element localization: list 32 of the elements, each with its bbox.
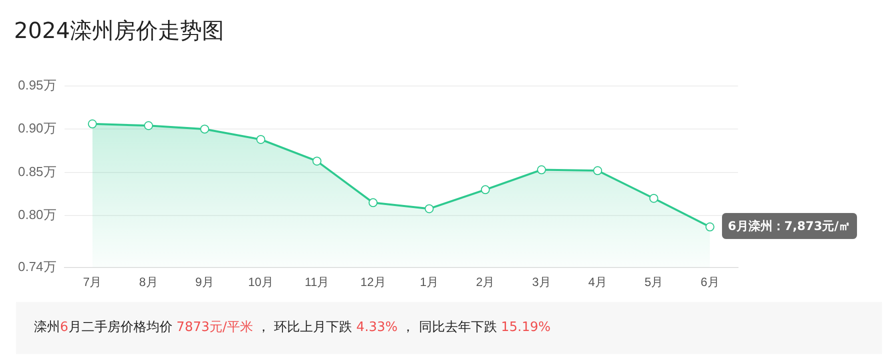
x-tick-label: 3月: [532, 275, 551, 290]
text: 滦州6月二手房价格均价 7873元/平米 ， 环比上月下跌 4.33% ， 同比去年下跌 15.19%: [34, 320, 551, 335]
x-tick-label: 9月: [195, 275, 214, 290]
x-tick-label: 2月: [476, 275, 495, 290]
y-tick-label: 0.80万: [18, 207, 56, 222]
point: [88, 119, 97, 128]
point: [424, 204, 434, 214]
y-tick-label: 0.74万: [18, 259, 56, 274]
y-tick-label: 0.95万: [18, 77, 56, 92]
x-tick-label: 1月: [420, 275, 439, 290]
y-tick-label: 0.85万: [18, 164, 56, 179]
point: [649, 194, 658, 203]
x-tick-label: 12月: [360, 275, 386, 290]
x-tick-label: 5月: [644, 275, 664, 290]
x-tick-label: 4月: [588, 275, 607, 290]
point: [312, 156, 322, 166]
point: [593, 166, 602, 176]
x-tick-label: 7月: [83, 275, 102, 290]
x-tick-label: 6月: [700, 275, 720, 290]
point: [368, 198, 378, 208]
point: [144, 121, 154, 130]
point: [705, 222, 714, 232]
point: [256, 134, 266, 144]
point: [480, 185, 490, 194]
point: [537, 165, 546, 174]
x-tick-label: 8月: [139, 275, 158, 290]
x-tick-label: 10月: [248, 275, 274, 290]
annotation: 6月滦州：7,873元/㎡: [722, 212, 857, 239]
x-tick-label: 11月: [304, 275, 330, 290]
point: [200, 124, 210, 134]
y-tick-label: 0.90万: [18, 120, 56, 136]
chart-title: 2024滦州房价走势图: [14, 18, 224, 46]
